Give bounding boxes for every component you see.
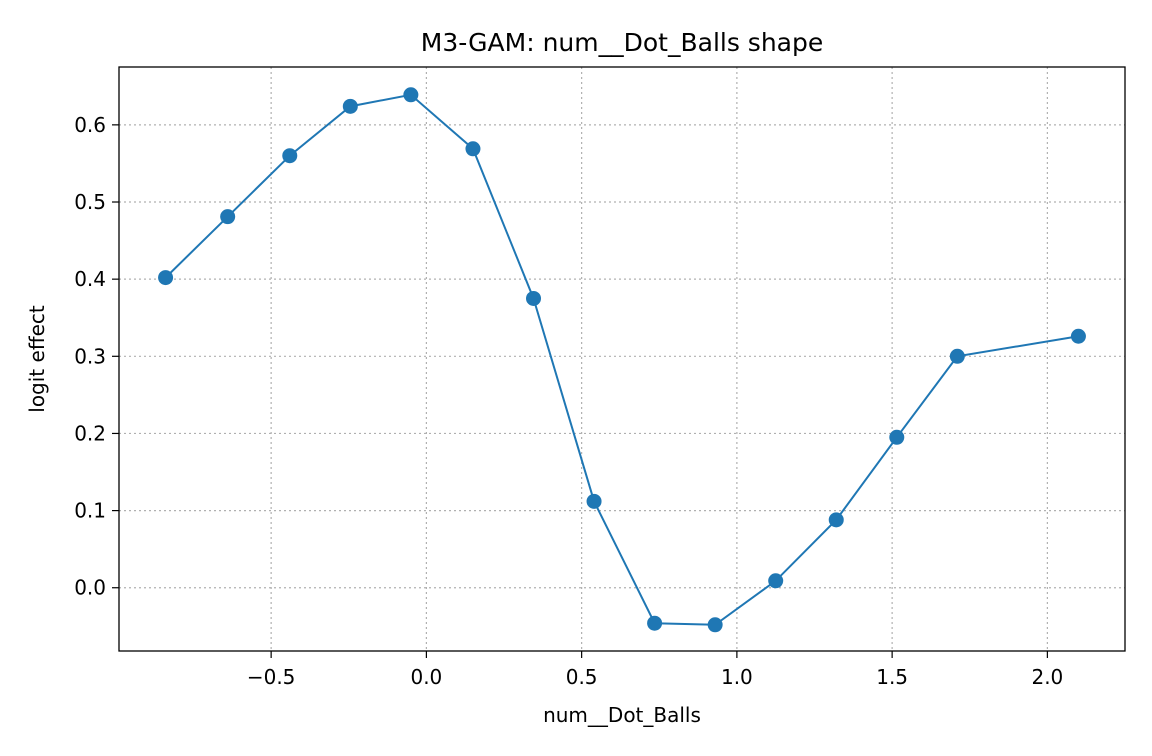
data-point <box>889 429 905 445</box>
data-point <box>465 141 481 157</box>
x-axis-label: num__Dot_Balls <box>543 703 701 727</box>
chart-title: M3-GAM: num__Dot_Balls shape <box>421 28 824 57</box>
y-tick-label: 0.3 <box>74 344 106 368</box>
data-point <box>282 148 298 164</box>
data-point <box>768 573 784 589</box>
plot-background <box>119 67 1125 651</box>
data-point <box>342 98 358 114</box>
data-point <box>158 270 174 286</box>
plot-frame <box>118 66 1126 652</box>
y-axis-label: logit effect <box>25 305 49 413</box>
x-tick-label: 0.0 <box>410 665 442 689</box>
y-tick-label: 0.0 <box>74 576 106 600</box>
data-point <box>647 615 663 631</box>
data-point <box>949 348 965 364</box>
data-point <box>403 87 419 103</box>
grid <box>119 67 1125 651</box>
y-tick-label: 0.4 <box>74 267 106 291</box>
data-point <box>586 493 602 509</box>
x-axis: −0.5 0.0 0.5 1.0 1.5 2.0 <box>247 651 1063 689</box>
y-tick-label: 0.1 <box>74 499 106 523</box>
data-point <box>526 290 542 306</box>
x-tick-label: 0.5 <box>566 665 598 689</box>
x-tick-label: −0.5 <box>247 665 296 689</box>
data-point <box>828 512 844 528</box>
data-point <box>707 617 723 633</box>
data-point <box>1070 328 1086 344</box>
data-series <box>158 87 1086 633</box>
y-axis: 0.0 0.1 0.2 0.3 0.4 0.5 0.6 <box>74 113 119 600</box>
x-tick-label: 2.0 <box>1031 665 1063 689</box>
x-tick-label: 1.5 <box>876 665 908 689</box>
y-tick-label: 0.5 <box>74 190 106 214</box>
data-point <box>220 209 236 225</box>
x-tick-label: 1.0 <box>721 665 753 689</box>
y-tick-label: 0.2 <box>74 421 106 445</box>
y-tick-label: 0.6 <box>74 113 106 137</box>
